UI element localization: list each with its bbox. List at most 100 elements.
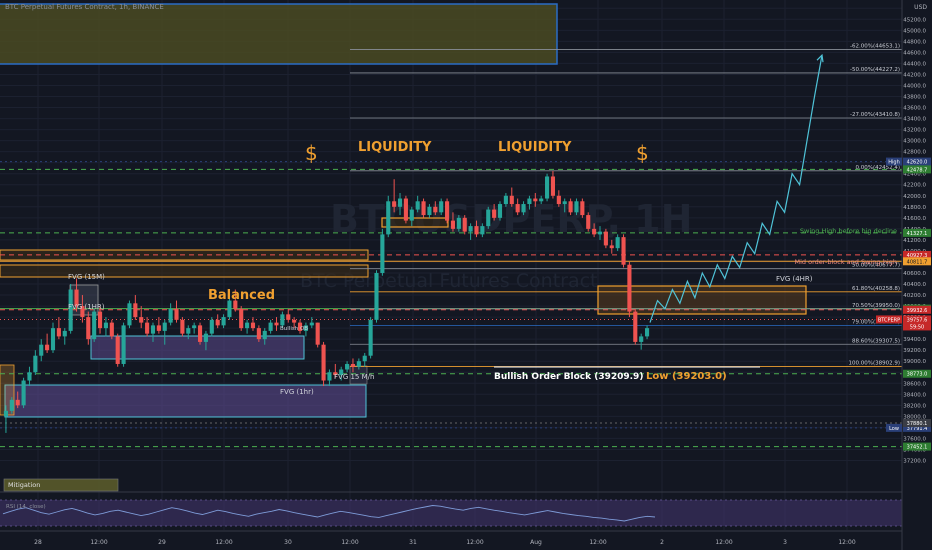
- candle-body[interactable]: [221, 317, 226, 326]
- candle-body[interactable]: [397, 198, 403, 207]
- candle-body[interactable]: [333, 372, 338, 376]
- candle-body[interactable]: [15, 399, 20, 406]
- candle-body[interactable]: [92, 311, 97, 340]
- candle-body[interactable]: [562, 201, 567, 205]
- candle-body[interactable]: [580, 201, 585, 216]
- candle-body[interactable]: [168, 308, 173, 323]
- candle-body[interactable]: [615, 237, 620, 249]
- candle-body[interactable]: [609, 245, 614, 249]
- candle-body[interactable]: [21, 380, 26, 406]
- candle-body[interactable]: [350, 363, 356, 367]
- candle-body[interactable]: [209, 319, 214, 334]
- candle-body[interactable]: [574, 201, 579, 213]
- candle-body[interactable]: [386, 201, 391, 235]
- candle-body[interactable]: [527, 198, 532, 205]
- candle-body[interactable]: [262, 330, 267, 340]
- candle-body[interactable]: [156, 325, 161, 331]
- candle-body[interactable]: [239, 308, 244, 329]
- candle-body[interactable]: [274, 322, 279, 326]
- candle-body[interactable]: [603, 231, 608, 246]
- candle-body[interactable]: [492, 209, 497, 218]
- candle-body[interactable]: [327, 372, 332, 381]
- candle-body[interactable]: [639, 336, 644, 342]
- candle-body[interactable]: [180, 319, 185, 334]
- candle-body[interactable]: [445, 201, 450, 221]
- candle-body[interactable]: [321, 344, 326, 381]
- candle-body[interactable]: [474, 226, 479, 235]
- candle-body[interactable]: [633, 311, 638, 342]
- candle-body[interactable]: [303, 325, 308, 331]
- candle-body[interactable]: [186, 328, 191, 334]
- candle-body[interactable]: [450, 220, 456, 229]
- candle-body[interactable]: [374, 272, 379, 320]
- candle-body[interactable]: [515, 204, 520, 213]
- candle-body[interactable]: [550, 176, 556, 196]
- candle-body[interactable]: [509, 195, 514, 205]
- candle-body[interactable]: [292, 319, 297, 323]
- candle-body[interactable]: [486, 209, 491, 227]
- candle-body[interactable]: [233, 300, 238, 309]
- candle-body[interactable]: [256, 328, 261, 340]
- candle-body[interactable]: [421, 201, 426, 216]
- candle-body[interactable]: [203, 333, 208, 342]
- candle-body[interactable]: [127, 303, 132, 326]
- candle-body[interactable]: [68, 289, 73, 331]
- candle-body[interactable]: [227, 300, 232, 318]
- candle-body[interactable]: [286, 314, 291, 320]
- candle-body[interactable]: [480, 226, 485, 235]
- candle-body[interactable]: [415, 201, 420, 210]
- candle-body[interactable]: [533, 198, 538, 202]
- candle-body[interactable]: [74, 289, 79, 307]
- candle-body[interactable]: [121, 325, 126, 364]
- candle-body[interactable]: [115, 336, 120, 364]
- candle-body[interactable]: [150, 325, 156, 334]
- candle-body[interactable]: [556, 195, 561, 205]
- candle-body[interactable]: [192, 325, 197, 329]
- candle-body[interactable]: [197, 325, 203, 342]
- candle-body[interactable]: [245, 322, 250, 329]
- candle-body[interactable]: [103, 322, 108, 329]
- candle-body[interactable]: [597, 231, 603, 235]
- candle-body[interactable]: [427, 206, 432, 216]
- candle-body[interactable]: [539, 198, 544, 202]
- candle-body[interactable]: [433, 206, 438, 213]
- candle-body[interactable]: [145, 322, 150, 334]
- candle-body[interactable]: [368, 319, 373, 356]
- candle-body[interactable]: [9, 399, 14, 411]
- candle-body[interactable]: [62, 330, 67, 337]
- candle-body[interactable]: [645, 328, 650, 337]
- candle-body[interactable]: [315, 322, 320, 345]
- candle-body[interactable]: [80, 306, 85, 318]
- candle-body[interactable]: [297, 322, 303, 331]
- candle-body[interactable]: [568, 201, 573, 213]
- candle-body[interactable]: [356, 361, 361, 367]
- candle-body[interactable]: [174, 308, 179, 320]
- candle-body[interactable]: [545, 176, 550, 199]
- candle-body[interactable]: [162, 322, 167, 331]
- candle-body[interactable]: [462, 217, 467, 232]
- candle-body[interactable]: [27, 372, 32, 381]
- candle-body[interactable]: [268, 322, 273, 331]
- candle-body[interactable]: [503, 195, 508, 205]
- candle-body[interactable]: [309, 322, 314, 326]
- candle-body[interactable]: [280, 314, 285, 326]
- candle-body[interactable]: [45, 344, 50, 351]
- candle-body[interactable]: [39, 344, 44, 356]
- candle-body[interactable]: [215, 319, 220, 326]
- candle-body[interactable]: [250, 322, 256, 329]
- candle-body[interactable]: [139, 317, 144, 323]
- candle-body[interactable]: [586, 215, 591, 229]
- candle-body[interactable]: [468, 226, 473, 232]
- candle-body[interactable]: [380, 234, 385, 273]
- candle-body[interactable]: [133, 303, 138, 318]
- candle-body[interactable]: [627, 264, 632, 312]
- candle-body[interactable]: [392, 201, 397, 207]
- candle-body[interactable]: [86, 317, 91, 340]
- candle-body[interactable]: [50, 328, 56, 351]
- candle-body[interactable]: [56, 328, 61, 337]
- candle-body[interactable]: [621, 237, 626, 265]
- candle-body[interactable]: [362, 355, 367, 362]
- candle-body[interactable]: [339, 369, 344, 376]
- candle-body[interactable]: [345, 363, 350, 370]
